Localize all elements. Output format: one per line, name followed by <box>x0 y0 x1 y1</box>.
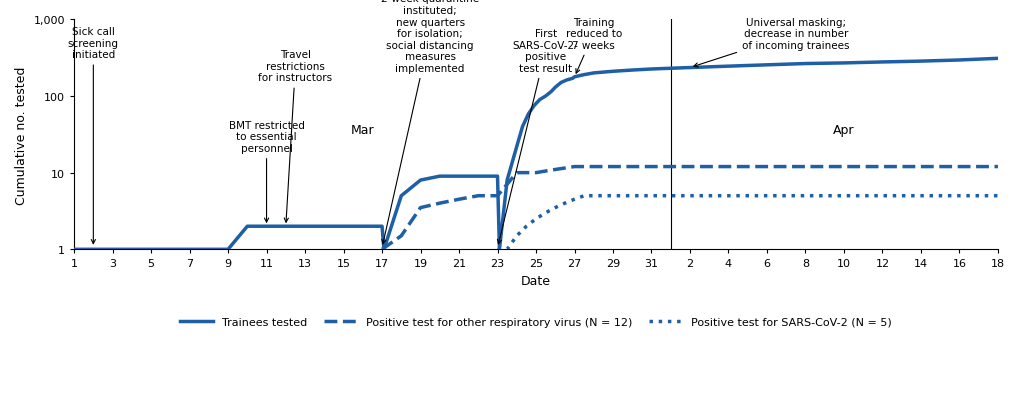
Text: Travel
restrictions
for instructors: Travel restrictions for instructors <box>258 50 332 223</box>
Text: Sick call
screening
initiated: Sick call screening initiated <box>68 27 119 244</box>
Text: Training
reduced to
7 weeks: Training reduced to 7 weeks <box>566 18 622 74</box>
Text: Apr: Apr <box>833 123 854 136</box>
Text: Mar: Mar <box>351 123 374 136</box>
Y-axis label: Cumulative no. tested: Cumulative no. tested <box>15 66 28 204</box>
Text: First
SARS-CoV-2-
positive
test result: First SARS-CoV-2- positive test result <box>497 29 578 244</box>
Text: BMT restricted
to essential
personnel: BMT restricted to essential personnel <box>228 121 305 223</box>
Text: 2-week quarantine
instituted;
new quarters
for isolation;
social distancing
meas: 2-week quarantine instituted; new quarte… <box>381 0 479 244</box>
X-axis label: Date: Date <box>521 274 550 287</box>
Legend: Trainees tested, Positive test for other respiratory virus (N = 12), Positive te: Trainees tested, Positive test for other… <box>175 313 896 331</box>
Text: Universal masking;
decrease in number
of incoming trainees: Universal masking; decrease in number of… <box>693 18 849 68</box>
